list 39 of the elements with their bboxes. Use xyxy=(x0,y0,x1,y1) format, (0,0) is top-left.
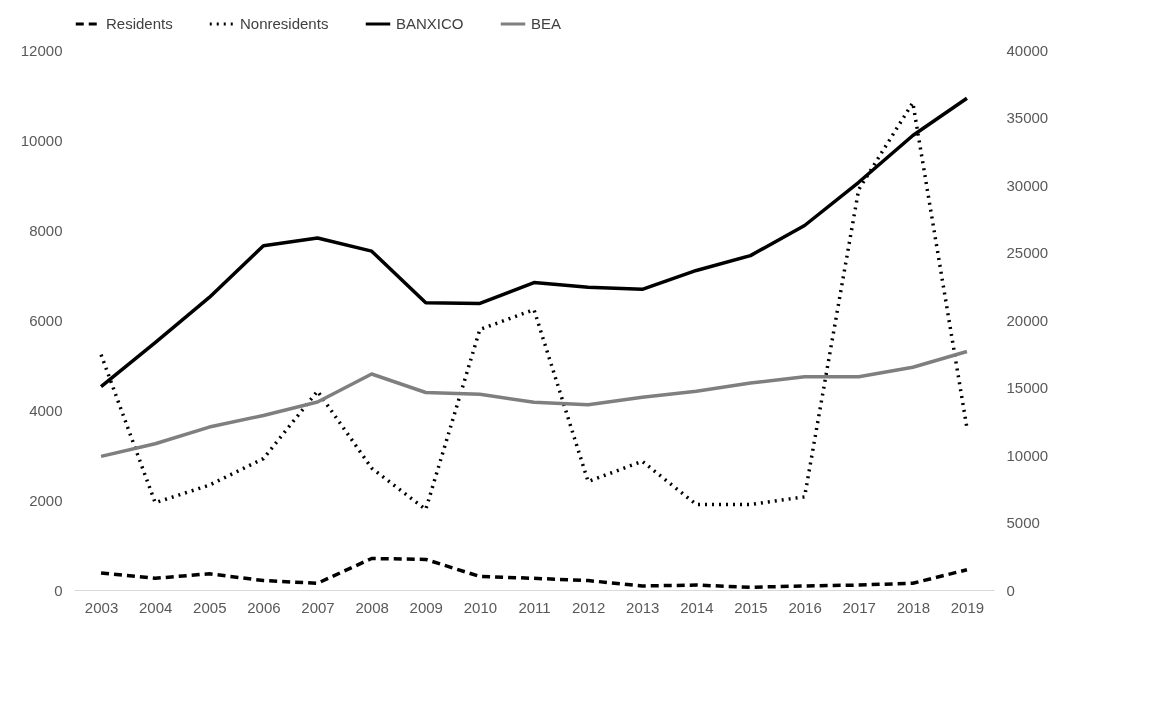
x-tick-label: 2013 xyxy=(626,598,660,616)
line-series xyxy=(99,556,969,590)
y2-tick-label: 35000 xyxy=(1006,109,1049,126)
y2-tick-label: 10000 xyxy=(1006,446,1049,464)
x-tick-label: 2006 xyxy=(247,598,281,616)
y-tick-label: 2000 xyxy=(29,491,63,509)
x-tick-label: 2011 xyxy=(518,598,551,616)
y2-tick-label: 15000 xyxy=(1006,379,1049,396)
x-tick-label: 2019 xyxy=(950,598,985,616)
x-tick-label: 2016 xyxy=(788,598,822,616)
legend-label: BANXICO xyxy=(396,15,464,32)
x-tick-label: 2007 xyxy=(301,598,335,616)
x-tick-label: 2009 xyxy=(409,598,443,616)
x-tick-label: 2017 xyxy=(842,598,876,616)
x-tick-label: 2018 xyxy=(896,598,931,616)
y-tick-label: 10000 xyxy=(20,131,63,149)
x-tick-label: 2012 xyxy=(571,598,606,616)
y2-tick-label: 40000 xyxy=(1006,41,1049,59)
line-series xyxy=(99,349,969,459)
y2-tick-label: 0 xyxy=(1006,581,1015,599)
x-tick-label: 2005 xyxy=(193,598,227,616)
y2-tick-label: 30000 xyxy=(1006,176,1049,194)
x-tick-label: 2008 xyxy=(355,598,389,616)
y2-tick-label: 5000 xyxy=(1006,514,1040,531)
y-tick-label: 6000 xyxy=(29,311,63,329)
y-tick-label: 0 xyxy=(54,581,63,599)
y2-tick-label: 25000 xyxy=(1006,244,1049,261)
x-tick-label: 2004 xyxy=(138,598,173,616)
x-tick-label: 2003 xyxy=(84,598,119,616)
x-tick-label: 2015 xyxy=(734,598,768,616)
legend-label: Residents xyxy=(106,15,173,32)
y-tick-label: 8000 xyxy=(29,221,63,239)
y2-tick-label: 20000 xyxy=(1006,311,1049,329)
x-tick-label: 2014 xyxy=(680,598,714,616)
y-tick-label: 12000 xyxy=(20,41,63,59)
legend-label: BEA xyxy=(531,15,562,32)
x-tick-label: 2010 xyxy=(463,598,498,616)
legend-label: Nonresidents xyxy=(240,15,329,32)
y-tick-label: 4000 xyxy=(29,401,63,419)
